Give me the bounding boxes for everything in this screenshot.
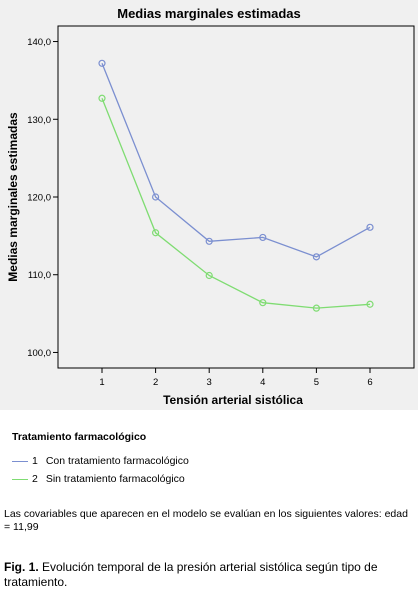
data-point (366, 300, 374, 308)
x-tick-label: 1 (99, 377, 104, 388)
chart-title: Medias marginales estimadas (117, 6, 301, 21)
data-point (259, 233, 267, 242)
series-line-2 (101, 98, 371, 309)
data-point (259, 299, 267, 307)
chart-frame: Medias marginales estimadas Medias margi… (0, 0, 418, 410)
y-tick-label: 120,0 (27, 193, 51, 204)
y-tick-label: 130,0 (27, 115, 51, 126)
y-axis-ticks: 100,0 110,0 120,0 130,0 140,0 (27, 37, 58, 359)
data-point (205, 237, 213, 245)
data-point (312, 304, 320, 312)
legend-number: 2 (32, 473, 38, 485)
figure-caption-text: Evolución temporal de la presión arteria… (4, 560, 378, 589)
legend-item-sin-tratamiento: 2 Sin tratamiento farmacológico (12, 473, 185, 485)
figure-caption: Fig. 1. Evolución temporal de la presión… (4, 560, 416, 590)
figure-label: Fig. 1. (4, 560, 39, 574)
y-tick-label: 110,0 (28, 270, 51, 281)
x-tick-label: 2 (153, 377, 158, 388)
series-line-1 (101, 63, 371, 258)
legend-number: 1 (32, 455, 38, 467)
legend-swatch (12, 478, 28, 480)
x-tick-label: 4 (260, 377, 265, 388)
plot-area (57, 25, 415, 369)
legend-label: Con tratamiento farmacológico (45, 455, 189, 467)
x-tick-label: 6 (367, 377, 372, 388)
data-point (205, 271, 213, 280)
x-tick-label: 3 (207, 377, 212, 388)
line-chart: Medias marginales estimadas Medias margi… (6, 6, 415, 407)
y-tick-label: 100,0 (27, 348, 51, 359)
x-tick-label: 5 (314, 377, 319, 388)
legend-item-con-tratamiento: 1 Con tratamiento farmacológico (12, 455, 189, 467)
data-point (98, 59, 106, 67)
y-tick-label: 140,0 (27, 37, 51, 48)
data-point (152, 229, 160, 237)
covariates-note: Las covariables que aparecen en el model… (4, 508, 408, 533)
x-axis-ticks: 1 2 3 4 5 6 (99, 368, 373, 388)
data-point (98, 94, 106, 102)
legend-swatch (12, 460, 28, 462)
data-point (366, 223, 374, 231)
x-axis-label: Tensión arterial sistólica (163, 393, 303, 407)
legend-label: Sin tratamiento farmacológico (45, 473, 185, 485)
data-point (312, 253, 320, 261)
y-axis-label: Medias marginales estimadas (6, 112, 20, 282)
series-layer (98, 59, 374, 312)
legend-title: Tratamiento farmacológico (12, 431, 147, 443)
data-point (152, 193, 160, 201)
